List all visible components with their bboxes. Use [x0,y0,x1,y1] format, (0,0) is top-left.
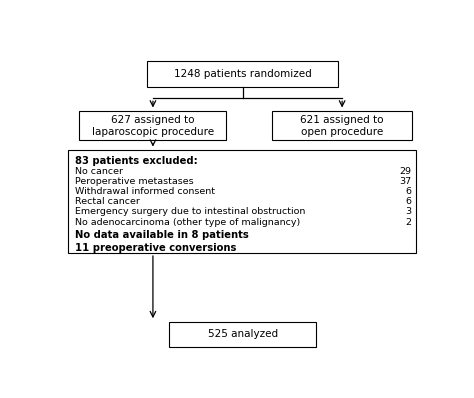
Text: 6: 6 [405,187,411,196]
Text: Emergency surgery due to intestinal obstruction: Emergency surgery due to intestinal obst… [75,207,305,217]
Text: 11 preoperative conversions: 11 preoperative conversions [75,243,237,253]
Text: No data available in 8 patients: No data available in 8 patients [75,230,249,240]
Text: 621 assigned to
open procedure: 621 assigned to open procedure [301,115,384,137]
Text: 627 assigned to
laparoscopic procedure: 627 assigned to laparoscopic procedure [92,115,214,137]
Text: Withdrawal informed consent: Withdrawal informed consent [75,187,215,196]
FancyBboxPatch shape [169,322,316,347]
Text: 2: 2 [405,218,411,226]
FancyBboxPatch shape [272,111,412,140]
Text: Peroperative metastases: Peroperative metastases [75,177,194,186]
Text: 37: 37 [399,177,411,186]
Text: 1248 patients randomized: 1248 patients randomized [174,69,312,79]
FancyBboxPatch shape [80,111,227,140]
Text: No adenocarcinoma (other type of malignancy): No adenocarcinoma (other type of maligna… [75,218,301,226]
Text: 525 analyzed: 525 analyzed [208,329,278,339]
Text: No cancer: No cancer [75,167,123,176]
Text: Rectal cancer: Rectal cancer [75,197,140,206]
FancyBboxPatch shape [68,150,416,253]
FancyBboxPatch shape [147,61,338,87]
Text: 29: 29 [399,167,411,176]
Text: 6: 6 [405,197,411,206]
Text: 83 patients excluded:: 83 patients excluded: [75,156,198,166]
Text: 3: 3 [405,207,411,217]
